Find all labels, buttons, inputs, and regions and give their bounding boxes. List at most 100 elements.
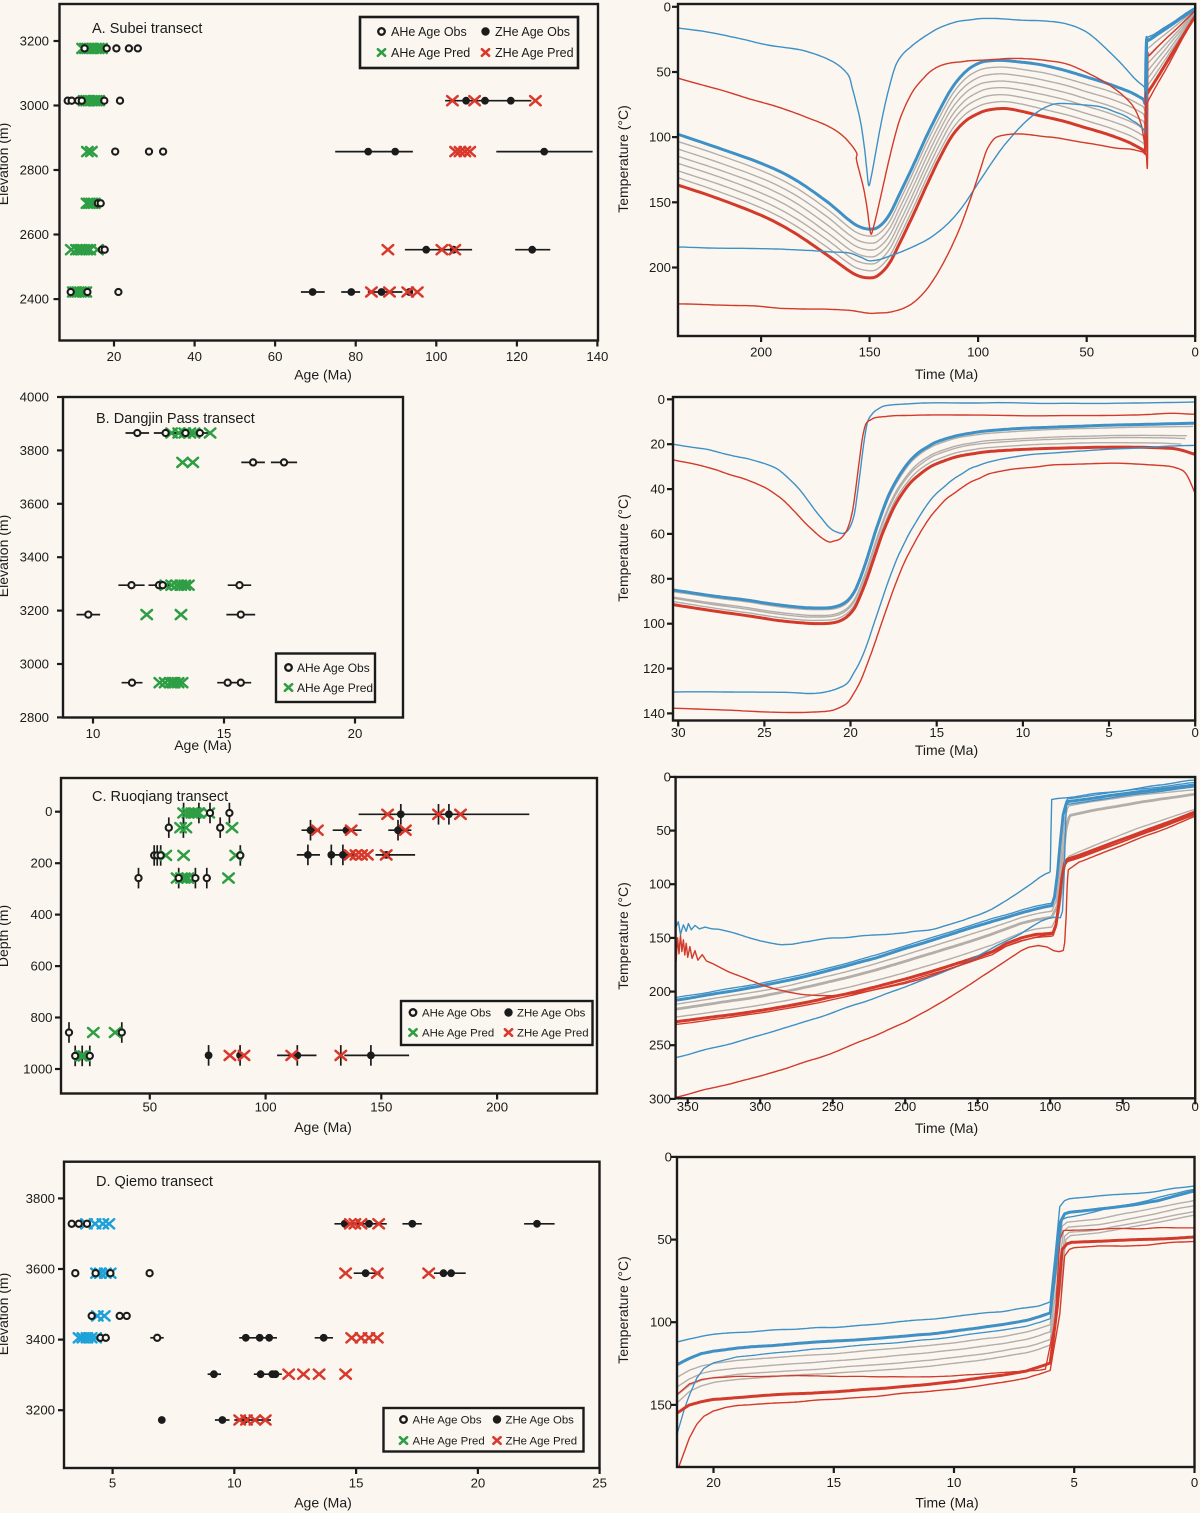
svg-text:3000: 3000 — [20, 657, 49, 672]
svg-text:3400: 3400 — [20, 550, 49, 565]
svg-text:C. Ruoqiang transect: C. Ruoqiang transect — [92, 789, 228, 805]
svg-text:2400: 2400 — [20, 292, 49, 307]
svg-text:ZHe Age Obs: ZHe Age Obs — [506, 1415, 575, 1427]
svg-text:AHe Age Pred: AHe Age Pred — [422, 1028, 494, 1040]
svg-text:100: 100 — [1039, 1099, 1061, 1114]
svg-text:2800: 2800 — [20, 163, 49, 178]
svg-text:50: 50 — [1115, 1099, 1130, 1114]
svg-text:350: 350 — [677, 1099, 699, 1114]
svg-text:0: 0 — [45, 804, 52, 819]
svg-text:150: 150 — [649, 930, 671, 945]
svg-text:0: 0 — [664, 0, 671, 14]
svg-text:50: 50 — [656, 823, 671, 838]
svg-text:3400: 3400 — [26, 1332, 55, 1347]
svg-text:140: 140 — [586, 349, 608, 364]
svg-text:200: 200 — [30, 856, 52, 871]
svg-text:4000: 4000 — [20, 390, 49, 405]
svg-text:ZHe Age Pred: ZHe Age Pred — [506, 1436, 578, 1448]
svg-text:200: 200 — [649, 984, 671, 999]
svg-text:100: 100 — [643, 616, 665, 631]
svg-text:50: 50 — [656, 65, 671, 80]
svg-text:150: 150 — [967, 1099, 989, 1114]
svg-text:100: 100 — [967, 345, 989, 360]
svg-text:15: 15 — [349, 1476, 364, 1491]
svg-text:ZHe Age Obs: ZHe Age Obs — [495, 25, 570, 39]
svg-text:3600: 3600 — [20, 496, 49, 511]
svg-text:0: 0 — [665, 1149, 672, 1164]
svg-text:Temperature (°C): Temperature (°C) — [615, 105, 631, 213]
svg-text:10: 10 — [86, 726, 101, 741]
svg-text:D. Qiemo transect: D. Qiemo transect — [96, 1174, 213, 1190]
svg-text:250: 250 — [649, 1038, 671, 1053]
svg-text:3800: 3800 — [20, 443, 49, 458]
svg-text:25: 25 — [592, 1476, 607, 1491]
svg-text:20: 20 — [348, 726, 363, 741]
svg-text:250: 250 — [822, 1099, 844, 1114]
svg-text:Time (Ma): Time (Ma) — [915, 742, 978, 758]
svg-text:800: 800 — [30, 1010, 52, 1025]
svg-text:80: 80 — [650, 571, 665, 586]
svg-text:400: 400 — [30, 907, 52, 922]
svg-text:Age (Ma): Age (Ma) — [294, 367, 352, 383]
svg-text:150: 150 — [649, 195, 671, 210]
svg-text:Temperature (°C): Temperature (°C) — [615, 1256, 631, 1364]
svg-text:300: 300 — [749, 1099, 771, 1114]
svg-text:15: 15 — [929, 725, 944, 740]
svg-text:20: 20 — [471, 1476, 486, 1491]
svg-text:3800: 3800 — [26, 1191, 55, 1206]
svg-text:140: 140 — [643, 706, 665, 721]
svg-text:Time (Ma): Time (Ma) — [915, 1495, 978, 1511]
svg-text:200: 200 — [486, 1100, 508, 1115]
svg-text:Elevation (m): Elevation (m) — [0, 515, 11, 597]
svg-text:15: 15 — [826, 1475, 841, 1490]
svg-text:ZHe Age Obs: ZHe Age Obs — [517, 1008, 586, 1020]
svg-text:AHe Age Pred: AHe Age Pred — [413, 1436, 485, 1448]
svg-text:AHe Age Obs: AHe Age Obs — [422, 1008, 491, 1020]
svg-text:AHe Age Obs: AHe Age Obs — [413, 1415, 482, 1427]
svg-text:100: 100 — [425, 349, 447, 364]
svg-text:0: 0 — [1191, 1475, 1198, 1490]
svg-text:200: 200 — [750, 345, 772, 360]
svg-text:20: 20 — [107, 349, 122, 364]
svg-text:Age (Ma): Age (Ma) — [294, 1119, 352, 1135]
svg-text:120: 120 — [506, 349, 528, 364]
svg-text:Time (Ma): Time (Ma) — [915, 366, 978, 382]
svg-text:200: 200 — [894, 1099, 916, 1114]
svg-text:20: 20 — [843, 725, 858, 740]
svg-text:AHe Age Obs: AHe Age Obs — [391, 25, 467, 39]
svg-text:80: 80 — [348, 349, 363, 364]
svg-text:2600: 2600 — [20, 227, 49, 242]
svg-text:Temperature (°C): Temperature (°C) — [615, 882, 631, 990]
svg-text:25: 25 — [757, 725, 772, 740]
svg-text:10: 10 — [947, 1475, 962, 1490]
svg-text:50: 50 — [1079, 345, 1094, 360]
svg-text:100: 100 — [649, 130, 671, 145]
svg-text:3000: 3000 — [20, 98, 49, 113]
svg-text:60: 60 — [268, 349, 283, 364]
svg-text:ZHe Age Pred: ZHe Age Pred — [495, 46, 574, 60]
svg-text:100: 100 — [255, 1100, 277, 1115]
svg-text:60: 60 — [650, 526, 665, 541]
svg-text:5: 5 — [109, 1476, 116, 1491]
svg-text:120: 120 — [643, 661, 665, 676]
svg-text:300: 300 — [649, 1091, 671, 1106]
svg-text:3200: 3200 — [20, 603, 49, 618]
svg-text:ZHe Age Pred: ZHe Age Pred — [517, 1028, 589, 1040]
svg-text:0: 0 — [1192, 1099, 1199, 1114]
svg-text:5: 5 — [1105, 725, 1112, 740]
svg-text:Elevation (m): Elevation (m) — [0, 1273, 11, 1355]
svg-text:Temperature (°C): Temperature (°C) — [615, 494, 631, 602]
svg-text:0: 0 — [1192, 725, 1199, 740]
svg-text:Age (Ma): Age (Ma) — [174, 737, 232, 753]
svg-text:1000: 1000 — [23, 1062, 52, 1077]
svg-text:200: 200 — [649, 260, 671, 275]
svg-text:20: 20 — [706, 1475, 721, 1490]
svg-text:50: 50 — [142, 1100, 157, 1115]
svg-text:30: 30 — [671, 725, 686, 740]
svg-text:10: 10 — [227, 1476, 242, 1491]
svg-text:2800: 2800 — [20, 710, 49, 725]
svg-text:Age (Ma): Age (Ma) — [294, 1495, 352, 1511]
svg-text:600: 600 — [30, 959, 52, 974]
svg-text:20: 20 — [650, 437, 665, 452]
svg-text:150: 150 — [859, 345, 881, 360]
